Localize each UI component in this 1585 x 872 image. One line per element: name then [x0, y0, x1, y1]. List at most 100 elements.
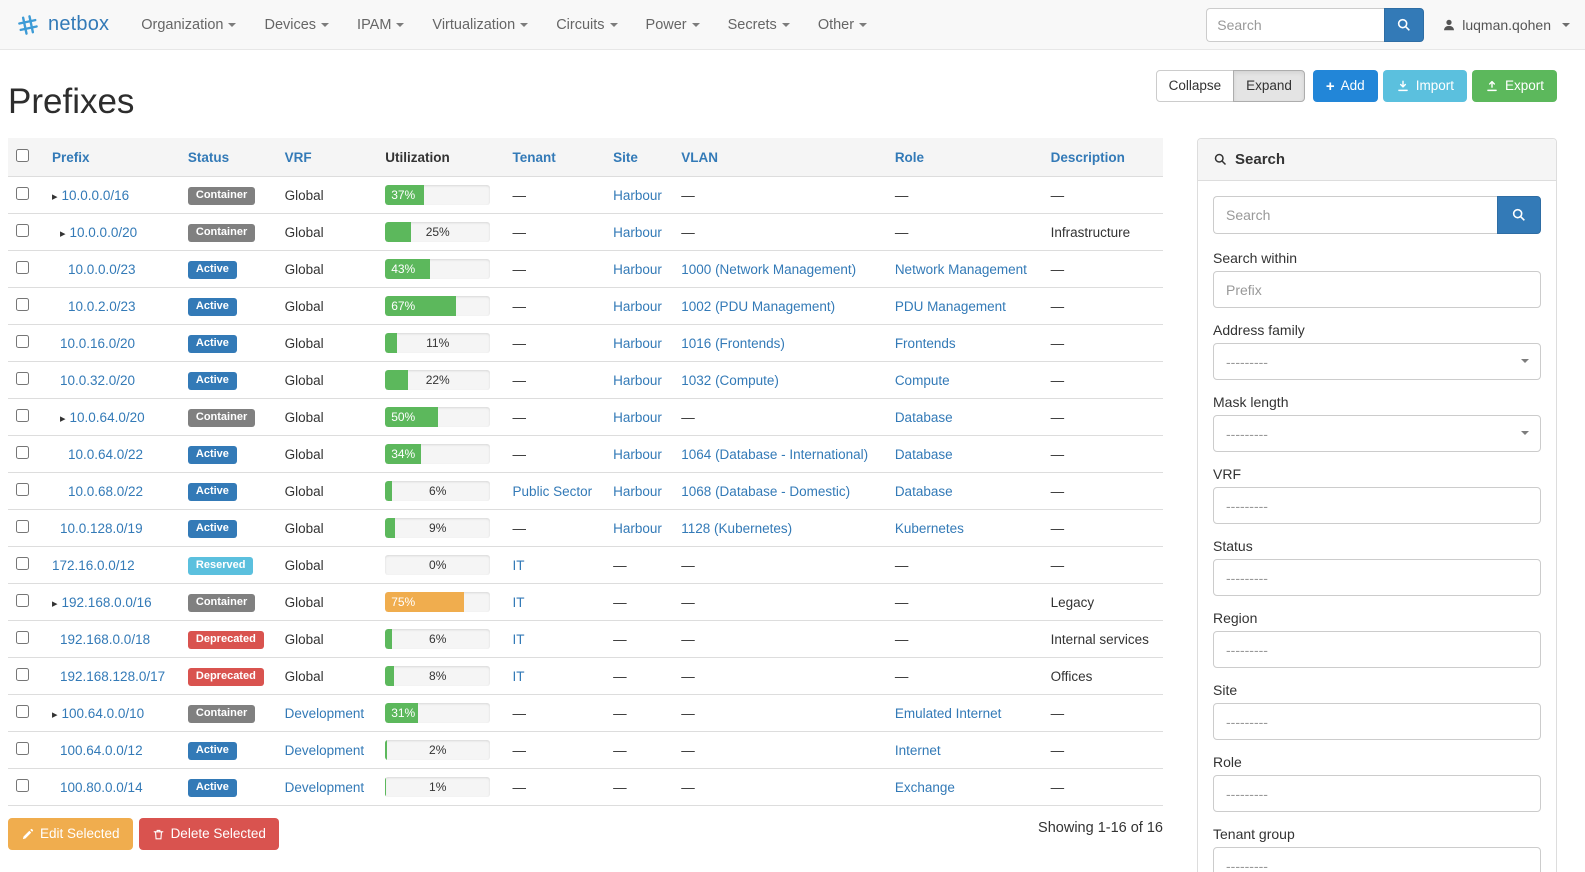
prefix-link[interactable]: 10.0.128.0/19: [60, 520, 143, 536]
row-checkbox[interactable]: [16, 261, 29, 274]
row-checkbox[interactable]: [16, 372, 29, 385]
role-link[interactable]: Emulated Internet: [894, 705, 1002, 721]
collapse-button[interactable]: Collapse: [1155, 70, 1235, 103]
row-checkbox[interactable]: [16, 298, 29, 311]
prefix-link[interactable]: 10.0.16.0/20: [60, 335, 136, 351]
prefix-link[interactable]: 192.168.0.0/18: [60, 631, 151, 647]
site-link[interactable]: Harbour: [613, 372, 662, 388]
sidebar-search-button[interactable]: [1497, 196, 1541, 234]
role-link[interactable]: Network Management: [894, 261, 1027, 277]
column-header-tenant[interactable]: Tenant: [504, 138, 606, 177]
nav-item-power[interactable]: Power: [632, 0, 714, 50]
vrf-link[interactable]: Development: [284, 779, 365, 795]
prefix-link[interactable]: 192.168.0.0/16: [61, 594, 152, 610]
tenant-link[interactable]: Public Sector: [512, 483, 593, 499]
edit-selected-button[interactable]: Edit Selected: [8, 818, 133, 851]
site-link[interactable]: Harbour: [613, 483, 662, 499]
global-search-button[interactable]: [1384, 7, 1425, 42]
role-link[interactable]: Kubernetes: [894, 520, 964, 536]
tenant-link[interactable]: IT: [512, 631, 525, 647]
vlan-link[interactable]: 1016 (Frontends): [681, 335, 785, 351]
prefix-link[interactable]: 10.0.64.0/22: [68, 446, 144, 462]
prefix-link[interactable]: 10.0.64.0/20: [69, 409, 145, 425]
row-checkbox[interactable]: [16, 631, 29, 644]
row-checkbox[interactable]: [16, 779, 29, 792]
row-checkbox[interactable]: [16, 224, 29, 237]
nav-item-organization[interactable]: Organization: [127, 0, 250, 50]
prefix-link[interactable]: 10.0.0.0/16: [61, 187, 130, 203]
export-button[interactable]: Export: [1471, 70, 1557, 103]
filter-mask-length-select[interactable]: [1213, 415, 1541, 452]
vlan-link[interactable]: 1000 (Network Management): [681, 261, 857, 277]
prefix-link[interactable]: 10.0.0.0/20: [69, 224, 138, 240]
nav-item-devices[interactable]: Devices: [250, 0, 343, 50]
import-button[interactable]: Import: [1382, 70, 1467, 103]
role-link[interactable]: Database: [894, 409, 953, 425]
nav-item-other[interactable]: Other: [804, 0, 881, 50]
role-link[interactable]: PDU Management: [894, 298, 1006, 314]
prefix-link[interactable]: 100.80.0.0/14: [60, 779, 143, 795]
role-link[interactable]: Compute: [894, 372, 950, 388]
role-link[interactable]: Frontends: [894, 335, 956, 351]
nav-item-circuits[interactable]: Circuits: [542, 0, 631, 50]
filter-vrf-input[interactable]: [1213, 487, 1541, 524]
vlan-link[interactable]: 1068 (Database - Domestic): [681, 483, 851, 499]
prefix-link[interactable]: 172.16.0.0/12: [52, 557, 135, 573]
role-link[interactable]: Exchange: [894, 779, 955, 795]
filter-status-input[interactable]: [1213, 559, 1541, 596]
column-header-role[interactable]: Role: [886, 138, 1043, 177]
prefix-link[interactable]: 100.64.0.0/12: [60, 742, 143, 758]
filter-address-family-select[interactable]: [1213, 343, 1541, 380]
row-checkbox[interactable]: [16, 335, 29, 348]
prefix-link[interactable]: 10.0.2.0/23: [68, 298, 136, 314]
role-link[interactable]: Database: [894, 483, 953, 499]
site-link[interactable]: Harbour: [613, 446, 662, 462]
row-checkbox[interactable]: [16, 446, 29, 459]
nav-item-virtualization[interactable]: Virtualization: [418, 0, 542, 50]
nav-item-secrets[interactable]: Secrets: [714, 0, 804, 50]
row-checkbox[interactable]: [16, 187, 29, 200]
column-header-site[interactable]: Site: [605, 138, 674, 177]
site-link[interactable]: Harbour: [613, 409, 662, 425]
tenant-link[interactable]: IT: [512, 594, 525, 610]
role-link[interactable]: Database: [894, 446, 953, 462]
filter-tenant-group-input[interactable]: [1213, 847, 1541, 872]
filter-role-input[interactable]: [1213, 775, 1541, 812]
filter-region-input[interactable]: [1213, 631, 1541, 668]
add-button[interactable]: + Add: [1312, 70, 1378, 103]
user-menu[interactable]: luqman.qohen: [1442, 17, 1570, 33]
global-search-input[interactable]: [1206, 7, 1385, 42]
sidebar-search-input[interactable]: [1213, 196, 1497, 234]
expand-button[interactable]: Expand: [1233, 70, 1305, 103]
row-checkbox[interactable]: [16, 557, 29, 570]
site-link[interactable]: Harbour: [613, 261, 662, 277]
prefix-link[interactable]: 10.0.68.0/22: [68, 483, 144, 499]
site-link[interactable]: Harbour: [613, 298, 662, 314]
site-link[interactable]: Harbour: [613, 520, 662, 536]
site-link[interactable]: Harbour: [613, 335, 662, 351]
row-checkbox[interactable]: [16, 742, 29, 755]
column-header-vrf[interactable]: VRF: [276, 138, 378, 177]
row-checkbox[interactable]: [16, 483, 29, 496]
filter-search-within-input[interactable]: [1213, 271, 1541, 308]
tenant-link[interactable]: IT: [512, 557, 525, 573]
row-checkbox[interactable]: [16, 520, 29, 533]
row-checkbox[interactable]: [16, 594, 29, 607]
select-all-checkbox[interactable]: [16, 149, 29, 162]
nav-item-ipam[interactable]: IPAM: [343, 0, 418, 50]
vlan-link[interactable]: 1032 (Compute): [681, 372, 779, 388]
prefix-link[interactable]: 100.64.0.0/10: [61, 705, 145, 721]
site-link[interactable]: Harbour: [613, 187, 662, 203]
vlan-link[interactable]: 1064 (Database - International): [681, 446, 869, 462]
navbar-brand[interactable]: netbox: [15, 12, 109, 38]
column-header-vlan[interactable]: VLAN: [673, 138, 887, 177]
vrf-link[interactable]: Development: [284, 705, 365, 721]
vlan-link[interactable]: 1128 (Kubernetes): [681, 520, 793, 536]
row-checkbox[interactable]: [16, 668, 29, 681]
tenant-link[interactable]: IT: [512, 668, 525, 684]
vrf-link[interactable]: Development: [284, 742, 365, 758]
column-header-status[interactable]: Status: [179, 138, 277, 177]
site-link[interactable]: Harbour: [613, 224, 662, 240]
row-checkbox[interactable]: [16, 705, 29, 718]
delete-selected-button[interactable]: Delete Selected: [138, 818, 279, 851]
